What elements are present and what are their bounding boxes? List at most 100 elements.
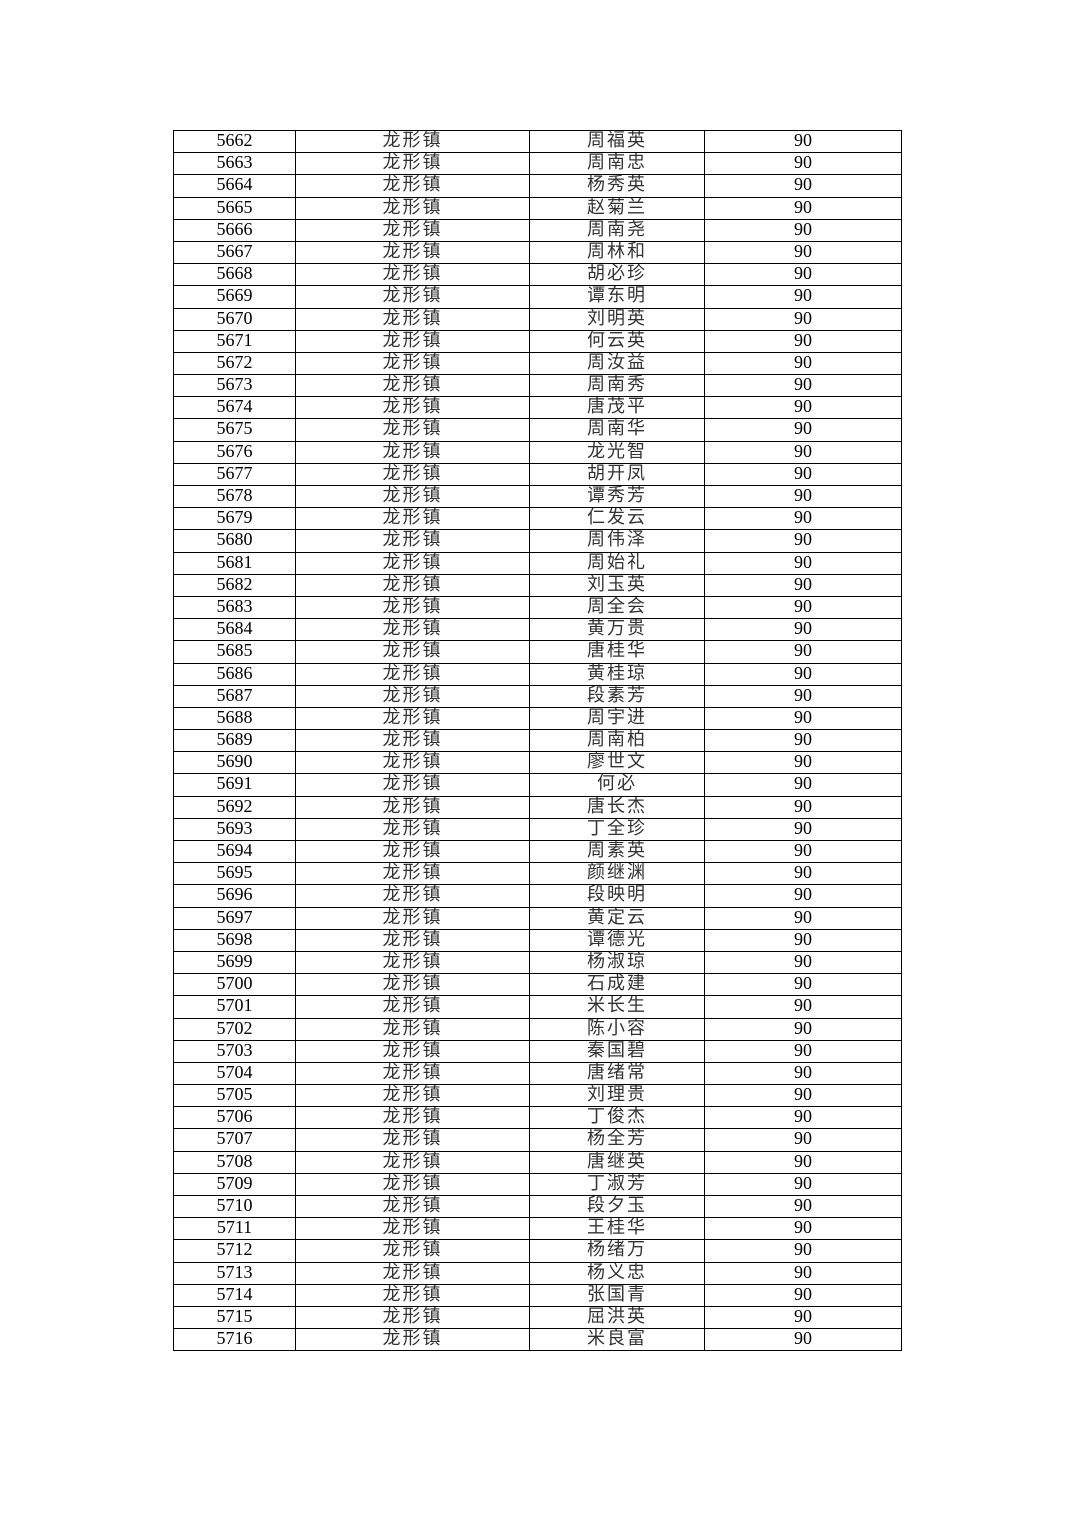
table-row: 5676 龙形镇 龙光智 90: [173, 440, 902, 464]
person-name-cell: 唐继英: [529, 1150, 705, 1174]
row-number: 5669: [216, 285, 253, 306]
score-cell: 90: [704, 884, 902, 908]
row-number-cell: 5695: [173, 862, 296, 886]
score-cell: 90: [704, 129, 902, 154]
table-row: 5707 龙形镇 杨全芳 90: [173, 1128, 902, 1152]
score: 90: [794, 352, 812, 372]
person-name-cell: 周全会: [529, 595, 705, 620]
score-cell: 90: [704, 440, 902, 464]
person-name: 刘理贵: [587, 1084, 647, 1105]
row-number: 5690: [216, 751, 253, 772]
person-name: 胡必珍: [587, 263, 647, 284]
score-cell: 90: [704, 551, 902, 575]
score: 90: [794, 1173, 812, 1193]
score-cell: 90: [704, 263, 902, 287]
score: 90: [794, 552, 812, 572]
score: 90: [794, 1217, 812, 1238]
table-row: 5678 龙形镇 谭秀芳 90: [173, 484, 902, 509]
town-cell: 龙形镇: [295, 995, 530, 1019]
town: 龙形镇: [382, 285, 443, 306]
town-cell: 龙形镇: [295, 551, 530, 575]
score: 90: [794, 596, 812, 616]
table-row: 5674 龙形镇 唐茂平 90: [173, 396, 902, 420]
score: 90: [794, 1151, 812, 1171]
row-number: 5689: [216, 729, 253, 750]
person-name-cell: 黄桂琼: [529, 662, 705, 686]
table-row: 5666 龙形镇 周南尧 90: [173, 218, 902, 242]
table-row: 5702 龙形镇 陈小容 90: [173, 1017, 902, 1041]
town: 龙形镇: [382, 685, 443, 705]
row-number: 5668: [216, 263, 253, 284]
person-name-cell: 唐长杰: [529, 795, 705, 819]
person-name-cell: 周素英: [529, 839, 705, 864]
score-cell: 90: [704, 862, 902, 886]
row-number: 5670: [216, 308, 253, 328]
row-number-cell: 5701: [173, 995, 296, 1019]
row-number-cell: 5668: [173, 263, 296, 287]
person-name-cell: 丁全珍: [529, 817, 705, 842]
score: 90: [794, 1328, 812, 1349]
person-name-cell: 米长生: [529, 995, 705, 1019]
score-cell: 90: [704, 1039, 902, 1063]
town-cell: 龙形镇: [295, 396, 530, 420]
score: 90: [794, 1040, 812, 1060]
row-number: 5664: [216, 174, 253, 195]
person-name: 何必: [597, 773, 637, 794]
row-number-cell: 5707: [173, 1128, 296, 1152]
table-row: 5694 龙形镇 周素英 90: [173, 839, 902, 864]
score-cell: 90: [704, 307, 902, 331]
town-cell: 龙形镇: [295, 595, 530, 620]
row-number: 5712: [216, 1239, 253, 1260]
table-row: 5667 龙形镇 周林和 90: [173, 240, 902, 265]
person-name-cell: 何云英: [529, 329, 705, 353]
row-number-cell: 5706: [173, 1106, 296, 1130]
score: 90: [794, 1084, 812, 1105]
person-name: 杨绪万: [587, 1239, 647, 1260]
score-cell: 90: [704, 1217, 902, 1241]
row-number: 5682: [216, 574, 253, 594]
score: 90: [794, 1062, 812, 1082]
person-name-cell: 周伟泽: [529, 529, 705, 553]
score: 90: [794, 507, 812, 528]
person-name: 丁全珍: [587, 818, 647, 838]
table-row: 5715 龙形镇 屈洪英 90: [173, 1305, 902, 1330]
score: 90: [794, 285, 812, 306]
table-row: 5706 龙形镇 丁俊杰 90: [173, 1106, 902, 1130]
row-number: 5676: [216, 441, 253, 461]
score: 90: [794, 818, 812, 838]
score: 90: [794, 463, 812, 483]
person-name: 谭秀芳: [587, 485, 647, 505]
table-row: 5671 龙形镇 何云英 90: [173, 329, 902, 353]
row-number: 5701: [216, 995, 253, 1016]
person-name-cell: 赵菊兰: [529, 196, 705, 220]
person-name-cell: 周南华: [529, 418, 705, 442]
row-number-cell: 5670: [173, 307, 296, 331]
row-number-cell: 5673: [173, 374, 296, 398]
town: 龙形镇: [382, 1062, 443, 1082]
person-name: 张国青: [587, 1284, 647, 1304]
person-name-cell: 黄定云: [529, 906, 705, 930]
person-name: 周南尧: [587, 219, 647, 239]
person-name-cell: 杨淑琼: [529, 950, 705, 975]
score: 90: [794, 241, 812, 261]
person-name: 谭德光: [587, 929, 647, 949]
table-row: 5688 龙形镇 周宇进 90: [173, 706, 902, 731]
row-number-cell: 5671: [173, 329, 296, 353]
person-name: 周南忠: [587, 152, 647, 173]
table-row: 5699 龙形镇 杨淑琼 90: [173, 950, 902, 975]
town-cell: 龙形镇: [295, 1017, 530, 1041]
person-name-cell: 唐茂平: [529, 396, 705, 420]
town: 龙形镇: [382, 1262, 443, 1282]
town-cell: 龙形镇: [295, 218, 530, 242]
person-name-cell: 石成建: [529, 973, 705, 997]
score: 90: [794, 1284, 812, 1304]
person-name: 何云英: [587, 330, 647, 350]
town-cell: 龙形镇: [295, 1084, 530, 1108]
table-row: 5682 龙形镇 刘玉英 90: [173, 573, 902, 597]
person-name-cell: 丁俊杰: [529, 1106, 705, 1130]
row-number-cell: 5664: [173, 174, 296, 198]
person-name-cell: 段素芳: [529, 684, 705, 708]
table-row: 5697 龙形镇 黄定云 90: [173, 906, 902, 930]
row-number: 5693: [216, 818, 253, 838]
score: 90: [794, 330, 812, 350]
